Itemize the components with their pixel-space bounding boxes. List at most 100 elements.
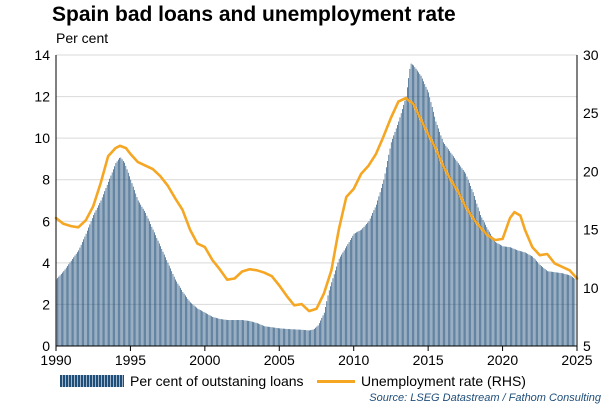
bar [289,329,290,346]
bar [255,322,257,346]
bar [295,329,297,346]
bar [263,325,264,346]
bar [136,197,138,346]
bar [440,135,442,346]
bar [225,319,227,346]
bar [125,165,127,346]
bar [325,306,326,346]
bar [273,327,274,346]
bar [165,257,166,346]
left-tick-label: 6 [42,213,50,229]
bar [357,231,359,346]
bar [340,256,341,346]
bar [297,329,299,346]
bar [445,145,447,346]
bar [381,188,382,346]
bar [77,252,78,346]
bar [569,275,571,346]
bar [60,273,62,346]
bar [80,244,82,346]
bar [565,274,567,346]
bar [547,271,548,346]
bar [64,269,66,346]
x-tick-label: 1990 [40,352,71,368]
legend-swatch-line [317,379,355,383]
bar [464,171,465,346]
bar [522,251,524,346]
bar [176,281,178,346]
bar [516,249,517,346]
bar [379,192,381,346]
bar [572,277,573,346]
bar [534,259,536,346]
bar [229,320,231,346]
bar [186,297,187,346]
bar [559,272,561,346]
bar [513,248,515,346]
bar [552,271,553,346]
bar [242,320,243,346]
bar [201,310,202,346]
bar [481,217,483,346]
bar [211,316,212,346]
bar [320,320,321,346]
bar [122,161,124,346]
bar [271,327,273,346]
bar [519,251,521,346]
bar [270,327,272,346]
bar [539,264,541,346]
bar [227,320,228,346]
bar [140,204,142,346]
bar [208,314,210,346]
bar [183,293,185,346]
bar [189,302,191,346]
bar [116,161,118,346]
bar [560,273,562,346]
bar [187,298,189,346]
bar [408,78,409,346]
bar [265,326,267,346]
bar [118,159,119,346]
bar [300,329,302,346]
bar [156,237,158,346]
bar [338,258,340,346]
bar [131,183,133,346]
bar [220,319,222,346]
bar [450,152,452,346]
bar [82,242,83,346]
bar [438,128,439,346]
bar [206,313,207,346]
bar [378,196,380,346]
bar [502,246,504,346]
bar [537,262,538,346]
bar [346,246,347,346]
bar [335,270,336,346]
bar [204,312,206,346]
bar [348,242,350,346]
bar [384,173,386,346]
bar [93,215,94,346]
bar [94,212,96,346]
bar [459,164,460,346]
bar [431,106,433,346]
bar [240,320,242,346]
bar [400,113,402,346]
bar [470,185,472,346]
bar [567,274,568,346]
bar [393,135,395,346]
bar [120,157,122,346]
chart-title: Spain bad loans and unemployment rate [52,3,456,26]
bar [214,317,216,346]
bar [488,231,490,346]
bar [548,271,550,346]
axes [55,55,578,347]
bar [160,246,161,346]
bar [316,326,318,346]
bar [518,250,520,346]
bar [87,230,88,346]
bar [443,142,444,346]
bar [291,329,293,346]
bar [371,215,372,346]
bar [78,250,80,346]
bar [570,276,572,346]
